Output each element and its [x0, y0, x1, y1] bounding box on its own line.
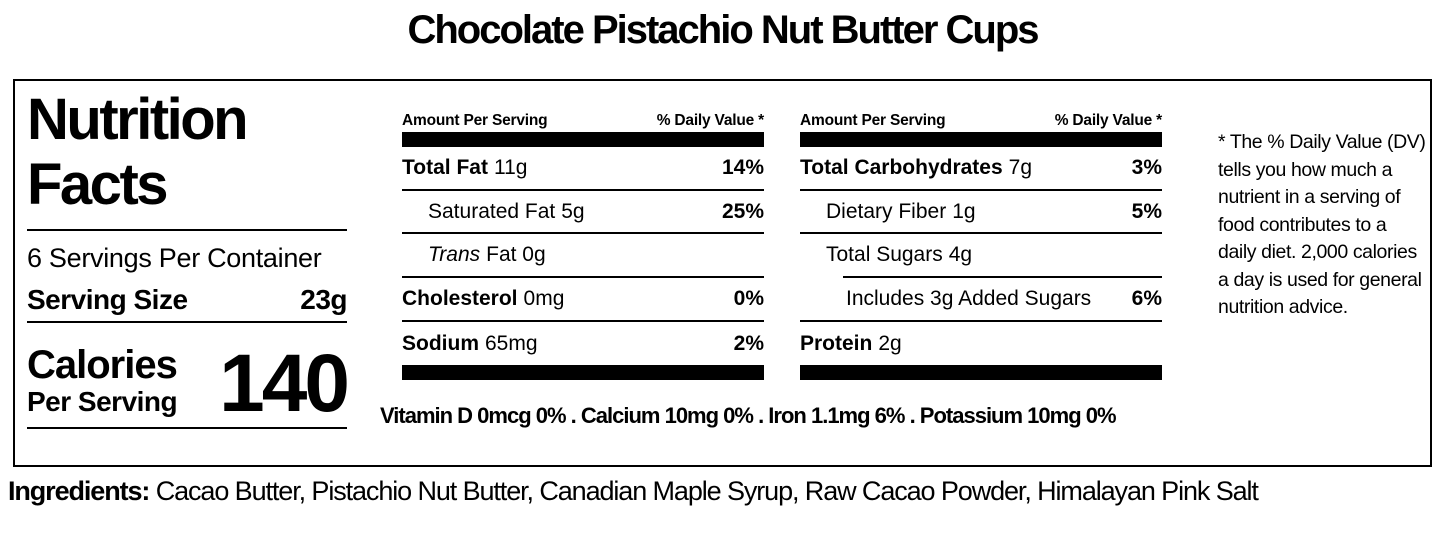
row-sodium: Sodium 65mg 2%	[402, 322, 764, 366]
nutrient-dv: 6%	[1131, 286, 1162, 310]
nutrient-column-carbs: Amount Per Serving % Daily Value * Total…	[800, 112, 1162, 381]
nutrient-amount: 5g	[561, 199, 585, 223]
nutrient-dv: 5%	[1131, 199, 1162, 223]
divider-bar	[800, 132, 1162, 147]
column-header: Amount Per Serving % Daily Value *	[800, 112, 1162, 132]
divider-rule	[27, 321, 347, 323]
nutrient-amount: 0mg	[523, 286, 565, 310]
servings-per-container: 6 Servings Per Container	[27, 243, 322, 273]
row-added-sugars: Includes 3g Added Sugars 6%	[800, 278, 1162, 322]
row-cholesterol: Cholesterol 0mg 0%	[402, 278, 764, 322]
nutrient-amount: 1g	[952, 199, 976, 223]
row-total-fat: Total Fat 11g 14%	[402, 147, 764, 191]
calories-sublabel: Per Serving	[27, 386, 178, 417]
nutrient-name: Total Fat	[402, 155, 488, 179]
row-trans-fat: Trans Fat 0g	[402, 234, 764, 279]
divider-bar	[800, 365, 1162, 381]
nutrient-amount: 7g	[1008, 155, 1033, 179]
nutrient-name: Cholesterol	[402, 286, 518, 310]
calories-value: 140	[219, 337, 350, 429]
ingredients-line: Ingredients: Cacao Butter, Pistachio Nut…	[8, 476, 1438, 507]
nutrient-name: Includes 3g Added Sugars	[846, 286, 1092, 310]
nutrient-name: Sodium	[402, 331, 479, 355]
amount-per-serving-header: Amount Per Serving	[402, 112, 548, 129]
nutrient-amount: 4g	[948, 243, 973, 267]
serving-size-value: 23g	[300, 284, 347, 315]
row-dietary-fiber: Dietary Fiber 1g 5%	[800, 191, 1162, 235]
heading-line-2: Facts	[27, 152, 169, 217]
nutrient-amount: Fat 0g	[486, 243, 546, 267]
ingredients-label: Ingredients:	[8, 476, 150, 506]
divider-rule	[27, 427, 347, 429]
divider-bar	[402, 132, 764, 147]
daily-value-header: % Daily Value *	[1054, 112, 1162, 129]
row-saturated-fat: Saturated Fat 5g 25%	[402, 191, 764, 235]
nutrient-name: Trans	[428, 243, 481, 267]
nutrient-dv: 2%	[733, 331, 764, 355]
heading-line-1: Nutrition	[27, 87, 249, 152]
nutrient-name: Total Carbohydrates	[800, 155, 1003, 179]
daily-value-header: % Daily Value *	[656, 112, 764, 129]
nutrient-name: Saturated Fat	[428, 199, 556, 223]
nutrient-dv: 3%	[1131, 155, 1162, 179]
micronutrients-line: Vitamin D 0mcg 0% . Calcium 10mg 0% . Ir…	[380, 403, 1117, 428]
product-title: Chocolate Pistachio Nut Butter Cups	[407, 8, 1039, 52]
divider-bar	[402, 365, 764, 381]
nutrient-name: Protein	[800, 331, 873, 355]
nutrient-amount: 11g	[493, 155, 528, 179]
nutrient-dv: 25%	[721, 199, 764, 223]
serving-size-label: Serving Size	[27, 284, 188, 315]
row-protein: Protein 2g	[800, 322, 1162, 366]
nutrition-facts-heading: Nutrition Facts	[27, 87, 349, 217]
serving-size-row: Serving Size 23g	[27, 284, 347, 316]
nutrient-name: Total Sugars	[826, 243, 943, 267]
nutrient-amount: 2g	[878, 331, 902, 355]
daily-value-footnote: * The % Daily Value (DV) tells you how m…	[1218, 131, 1426, 318]
row-total-sugars: Total Sugars 4g	[800, 234, 1162, 278]
calories-label: Calories	[27, 343, 178, 387]
calories-labels: Calories Per Serving	[27, 343, 178, 417]
nutrient-column-fats: Amount Per Serving % Daily Value * Total…	[402, 112, 764, 381]
ingredients-list: Cacao Butter, Pistachio Nut Butter, Cana…	[149, 476, 1259, 506]
divider-rule	[27, 229, 347, 231]
nutrient-dv: 0%	[733, 286, 764, 310]
row-total-carbohydrates: Total Carbohydrates 7g 3%	[800, 147, 1162, 191]
calories-row: Calories Per Serving 140	[27, 337, 350, 429]
nutrient-dv: 14%	[721, 155, 764, 179]
nutrition-facts-panel: Nutrition Facts 6 Servings Per Container…	[13, 79, 1432, 467]
nutrient-amount: 65mg	[485, 331, 538, 355]
amount-per-serving-header: Amount Per Serving	[800, 112, 946, 129]
nutrient-name: Dietary Fiber	[826, 199, 947, 223]
column-header: Amount Per Serving % Daily Value *	[402, 112, 764, 132]
